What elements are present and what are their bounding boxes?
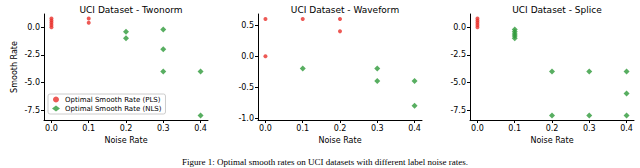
svg-text:-7.5: -7.5 [450, 106, 466, 115]
svg-text:0.4: 0.4 [194, 124, 207, 133]
svg-text:Smooth Rate: Smooth Rate [10, 41, 19, 93]
svg-text:0.4: 0.4 [620, 124, 633, 133]
svg-text:0.5: 0.5 [241, 21, 254, 30]
svg-text:0.0: 0.0 [453, 23, 466, 32]
svg-text:0.2: 0.2 [546, 124, 559, 133]
svg-text:UCI Dataset - Waveform: UCI Dataset - Waveform [291, 5, 399, 15]
svg-text:-5.0: -5.0 [450, 78, 466, 87]
svg-text:-1.0: -1.0 [238, 114, 254, 123]
svg-text:0.0: 0.0 [241, 52, 254, 61]
svg-text:-0.5: -0.5 [238, 83, 254, 92]
svg-text:Noise Rate: Noise Rate [318, 136, 361, 145]
svg-text:Noise Rate: Noise Rate [530, 136, 573, 145]
svg-text:0.3: 0.3 [583, 124, 596, 133]
svg-text:Noise Rate: Noise Rate [104, 136, 147, 145]
svg-text:0.0: 0.0 [259, 124, 272, 133]
svg-text:0.4: 0.4 [408, 124, 421, 133]
svg-text:Optimal Smooth Rate (PLS): Optimal Smooth Rate (PLS) [65, 96, 161, 104]
svg-text:0.1: 0.1 [508, 124, 521, 133]
svg-text:Figure 1: Optimal smooth rates: Figure 1: Optimal smooth rates on UCI da… [182, 157, 468, 167]
svg-text:UCI Dataset - Twonorm: UCI Dataset - Twonorm [80, 5, 183, 15]
svg-text:0.3: 0.3 [371, 124, 384, 133]
svg-text:0.1: 0.1 [82, 124, 95, 133]
svg-text:-7.5: -7.5 [24, 106, 40, 115]
svg-text:-2.5: -2.5 [24, 50, 40, 59]
svg-text:Optimal Smooth Rate (NLS): Optimal Smooth Rate (NLS) [65, 105, 162, 113]
svg-text:0.3: 0.3 [157, 124, 170, 133]
svg-text:0.1: 0.1 [296, 124, 309, 133]
svg-text:UCI Dataset - Splice: UCI Dataset - Splice [512, 5, 602, 15]
svg-text:-2.5: -2.5 [450, 50, 466, 59]
svg-text:0.2: 0.2 [120, 124, 133, 133]
svg-text:0.2: 0.2 [334, 124, 347, 133]
svg-text:0.0: 0.0 [471, 124, 484, 133]
svg-text:0.0: 0.0 [45, 124, 58, 133]
svg-text:-5.0: -5.0 [24, 78, 40, 87]
svg-text:0.0: 0.0 [27, 23, 40, 32]
